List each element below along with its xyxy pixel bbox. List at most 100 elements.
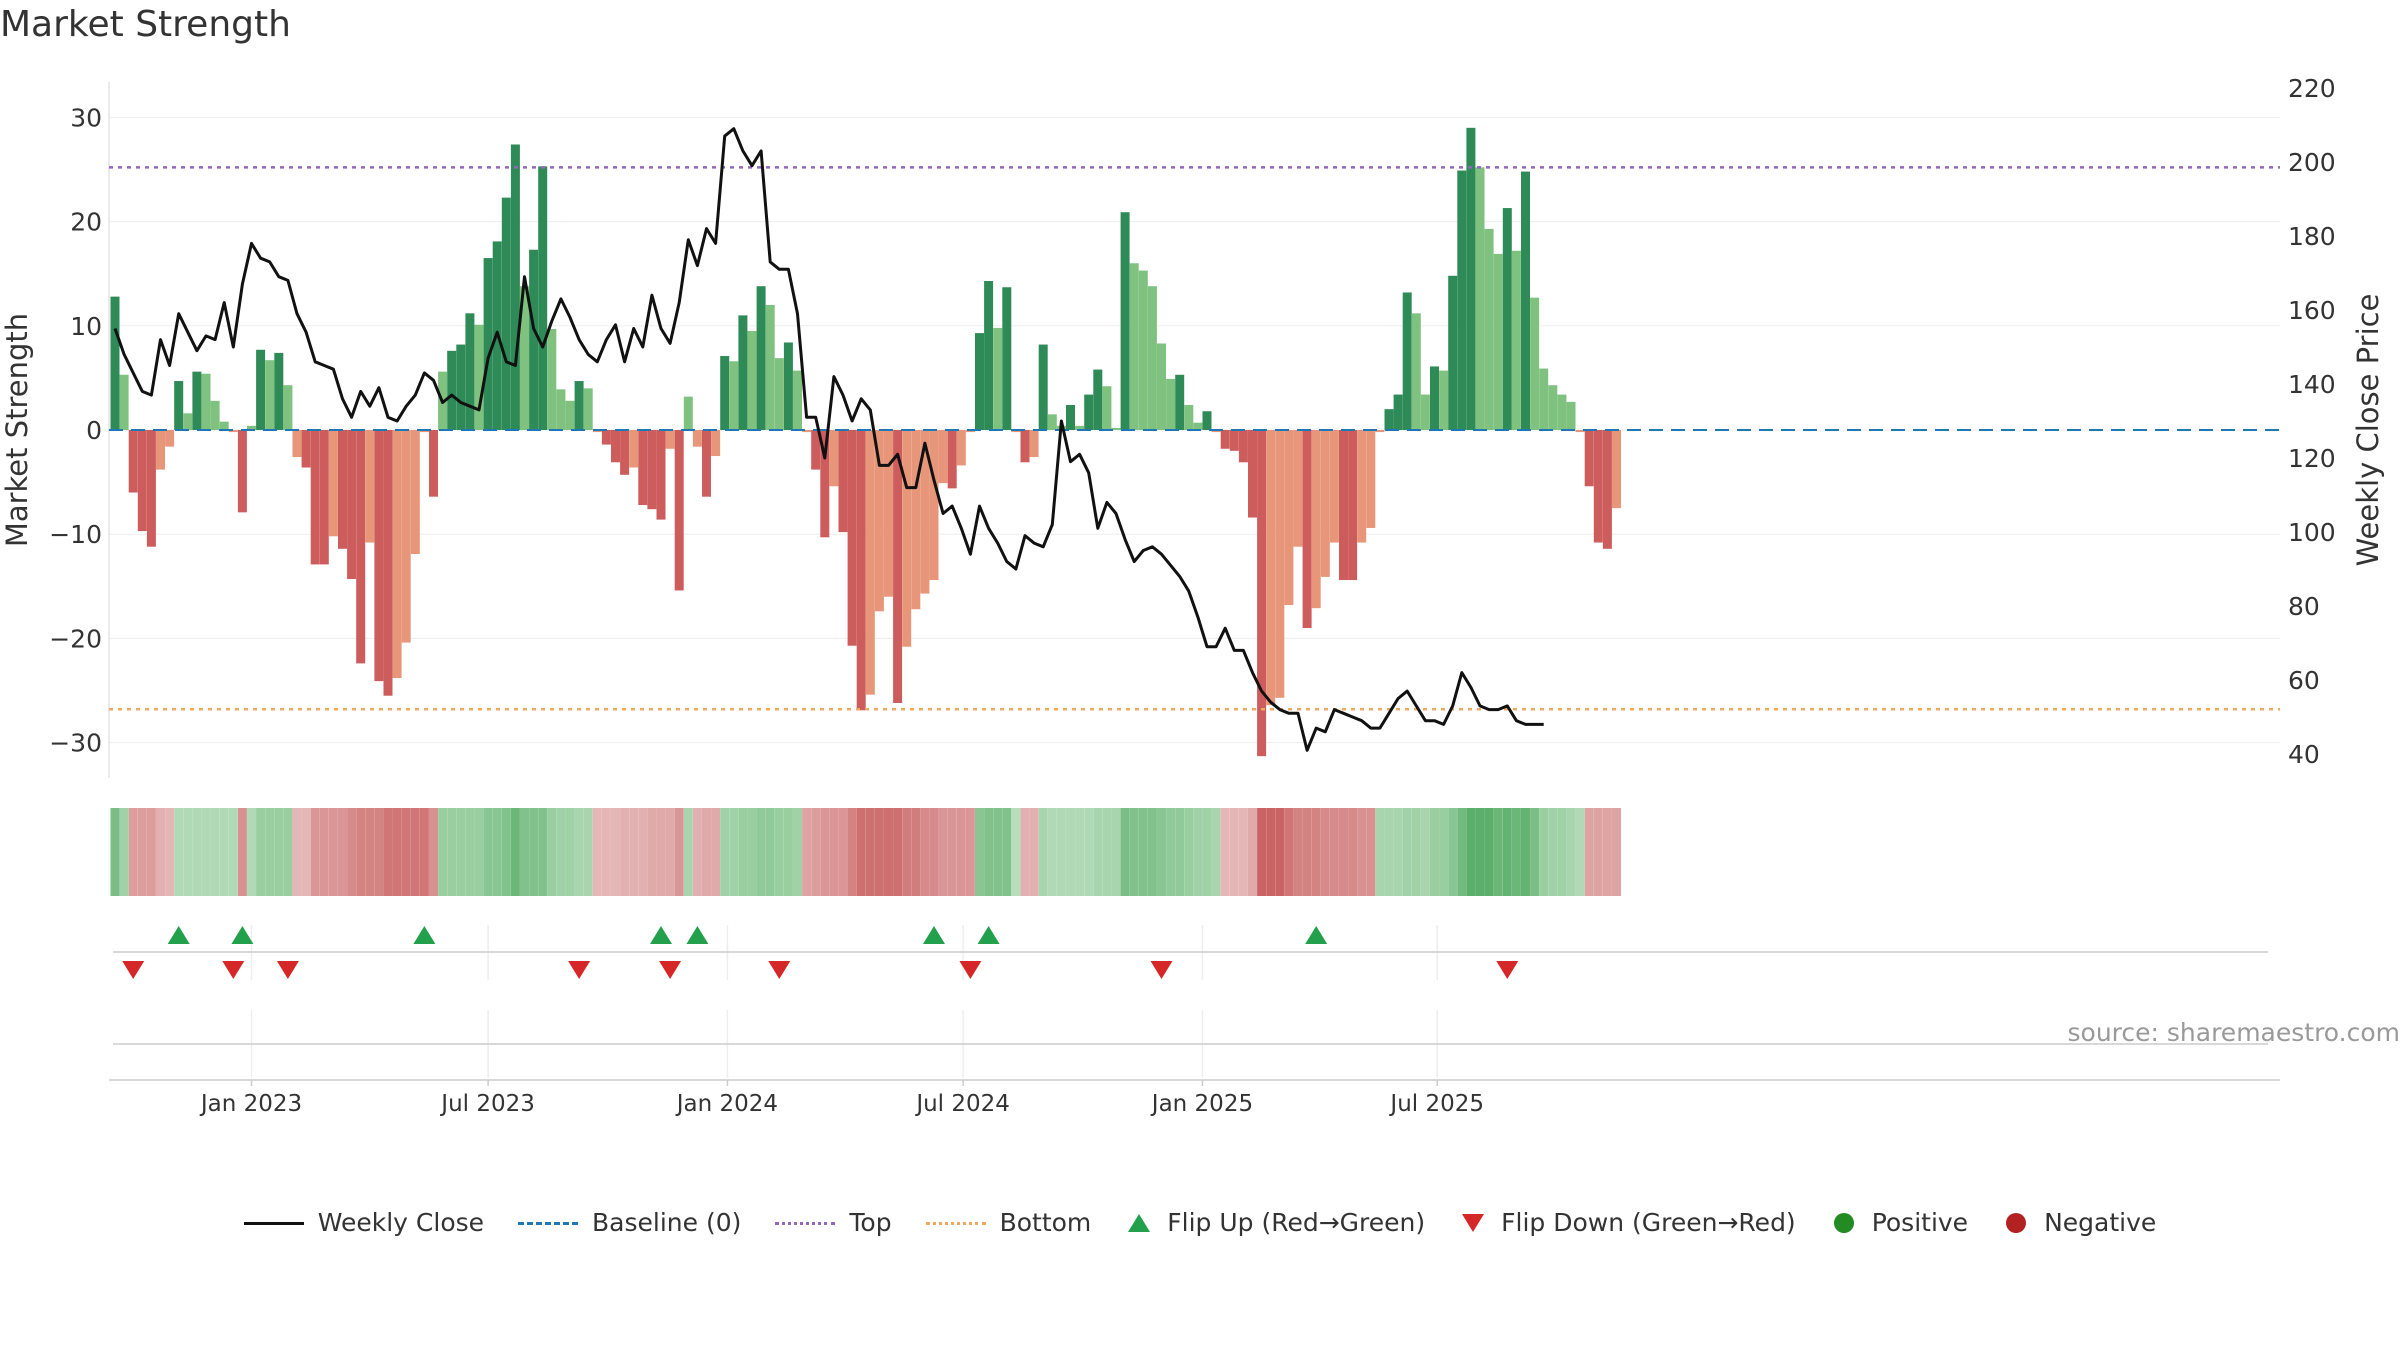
- strength-bar: [183, 413, 193, 430]
- strength-bar: [884, 430, 893, 597]
- strength-bar: [656, 430, 666, 520]
- regime-strip-cell: [265, 808, 275, 896]
- strength-bar: [1566, 401, 1576, 430]
- regime-strip-cell: [984, 808, 994, 896]
- chart-title: Market Strength: [0, 4, 291, 45]
- y-axis-title: Market Strength: [0, 313, 34, 547]
- strength-bar: [738, 315, 748, 430]
- legend-label: Bottom: [999, 1208, 1092, 1237]
- strength-bar: [1539, 368, 1549, 430]
- strength-bar: [947, 430, 957, 489]
- strength-bar: [1075, 425, 1085, 430]
- source-credit: source: sharemaestro.com: [2067, 1018, 2400, 1047]
- regime-strip-cell: [665, 808, 675, 896]
- regime-strip-cell: [838, 808, 848, 896]
- regime-strip-cell: [1475, 808, 1485, 896]
- strength-bar: [1593, 430, 1603, 543]
- regime-strip-cell: [1402, 808, 1412, 896]
- regime-strip-cell: [1238, 808, 1248, 896]
- strength-bar: [711, 430, 721, 457]
- strength-bar: [1248, 430, 1257, 518]
- regime-strip-cell: [146, 808, 156, 896]
- strength-bar: [1029, 430, 1039, 458]
- y-tick-label: 30: [70, 103, 102, 132]
- legend-label: Negative: [2044, 1208, 2157, 1237]
- strength-bar: [510, 144, 520, 430]
- regime-strip-cell: [1521, 808, 1530, 896]
- regime-strip-cell: [1339, 808, 1348, 896]
- regime-strip-cell: [1411, 808, 1421, 896]
- strength-bar: [720, 356, 730, 430]
- regime-strip-cell: [192, 808, 202, 896]
- regime-strip-cell: [228, 808, 238, 896]
- regime-strip-cell: [1047, 808, 1057, 896]
- regime-strip-cell: [1066, 808, 1075, 896]
- regime-strip-cell: [711, 808, 721, 896]
- strength-bar: [128, 430, 138, 493]
- legend-item: Flip Up (Red→Green): [1125, 1208, 1425, 1237]
- regime-strip-cell: [1466, 808, 1476, 896]
- legend-dot-icon: [1830, 1209, 1858, 1237]
- chart-legend: Weekly Close Baseline (0) Top Bottom Flip Up…: [0, 1208, 2400, 1237]
- strength-bar: [1493, 253, 1503, 430]
- regime-strip-cell: [938, 808, 948, 896]
- regime-strip-cell: [292, 808, 302, 896]
- regime-strip-cell: [1248, 808, 1257, 896]
- regime-strip-cell: [410, 808, 420, 896]
- y2-tick-label: 40: [2288, 740, 2320, 769]
- legend-item: Flip Down (Green→Red): [1459, 1208, 1796, 1237]
- y-tick-label: 0: [86, 416, 102, 445]
- strength-bar: [556, 389, 566, 430]
- regime-strip-cell: [1366, 808, 1376, 896]
- regime-strip-cell: [1530, 808, 1540, 896]
- strength-bar: [1584, 430, 1594, 487]
- regime-strip-cell: [1229, 808, 1239, 896]
- regime-strip-cell: [465, 808, 475, 896]
- regime-strip-cell: [338, 808, 347, 896]
- x-tick-label: Jul 2025: [1388, 1091, 1484, 1117]
- strength-bar: [247, 425, 256, 430]
- regime-strip-cell: [1566, 808, 1576, 896]
- strength-bar: [1548, 385, 1558, 430]
- regime-strip-cell: [629, 808, 639, 896]
- strength-bar: [574, 381, 584, 430]
- regime-strip-cell: [611, 808, 620, 896]
- strength-bar: [911, 430, 921, 610]
- y-tick-label: 10: [70, 312, 102, 341]
- strength-bar: [501, 197, 511, 430]
- regime-strip-cell: [811, 808, 821, 896]
- regime-strip-cell: [1348, 808, 1358, 896]
- regime-strip-cell: [237, 808, 247, 896]
- regime-strip-cell: [911, 808, 921, 896]
- regime-strip-cell: [1129, 808, 1139, 896]
- legend-label: Positive: [1871, 1208, 1969, 1237]
- regime-strip-cell: [1584, 808, 1594, 896]
- strength-bar: [1084, 394, 1094, 430]
- strength-bar: [1575, 430, 1585, 433]
- strength-bar: [1111, 427, 1121, 430]
- regime-strip-cell: [920, 808, 930, 896]
- strength-bar: [1229, 430, 1239, 451]
- strength-bar: [847, 430, 857, 646]
- flip-up-marker: [413, 926, 436, 944]
- strength-bar: [1066, 404, 1075, 430]
- regime-strip-cell: [1157, 808, 1166, 896]
- regime-strip-cell: [783, 808, 793, 896]
- triangle-down-icon: [1459, 1209, 1487, 1237]
- regime-strip-cell: [256, 808, 266, 896]
- y-tick-label: −30: [49, 729, 102, 758]
- regime-strip-cell: [1293, 808, 1303, 896]
- regime-strip-cell: [793, 808, 802, 896]
- strength-bar: [538, 166, 548, 430]
- regime-strip-cell: [1011, 808, 1021, 896]
- flip-up-marker: [686, 926, 709, 944]
- strength-bar: [1502, 208, 1512, 430]
- regime-strip-cell: [365, 808, 375, 896]
- regime-strip-cell: [447, 808, 457, 896]
- strength-bar: [383, 430, 393, 696]
- flip-up-marker: [650, 926, 672, 944]
- strength-bar: [820, 430, 830, 538]
- strength-bar: [1020, 430, 1030, 463]
- strength-bar: [793, 370, 802, 430]
- x-tick-label: Jul 2023: [439, 1091, 535, 1117]
